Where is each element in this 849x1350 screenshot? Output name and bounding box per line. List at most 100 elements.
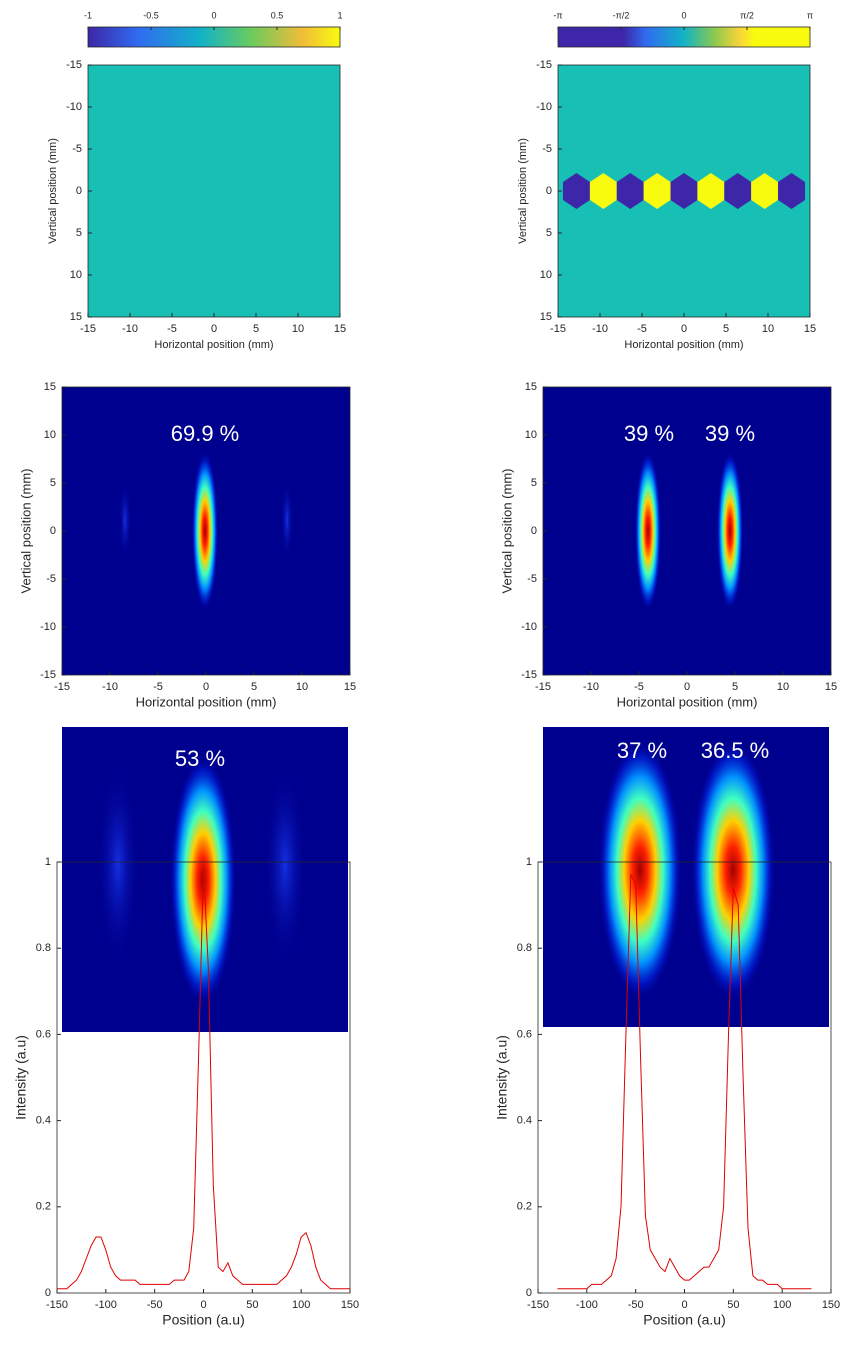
annotation: 69.9 % [171,421,240,446]
phase-hexagon [643,173,671,209]
intensity-profile [557,873,812,1290]
phase-hexagon [616,173,644,209]
y-tick-label: 5 [546,227,552,239]
colorbar-tick-label: -π/2 [613,10,630,20]
x-axis-label: Horizontal position (mm) [617,694,758,709]
x-tick-label: 150 [822,1299,840,1311]
phase-hexagon [562,173,590,209]
y-tick-label: -15 [536,59,552,71]
y-tick-label: 0 [526,1287,532,1299]
x-tick-label: 100 [773,1299,791,1311]
x-tick-label: 0 [200,1299,206,1311]
x-tick-label: 0 [681,1299,687,1311]
x-tick-label: 100 [292,1299,310,1311]
x-tick-label: 0 [211,323,217,335]
x-tick-label: 10 [296,681,308,693]
y-tick-label: 15 [525,381,537,393]
y-tick-label: 10 [44,429,56,441]
y-tick-label: 0.4 [517,1115,532,1127]
x-tick-label: -10 [583,681,599,693]
y-tick-label: 15 [70,311,82,323]
x-tick-label: -15 [550,323,566,335]
intensity-profile [57,866,350,1290]
x-tick-label: -10 [122,323,138,335]
beam-spot [691,740,775,1000]
beam-spot [97,765,139,965]
x-tick-label: -15 [80,323,96,335]
x-tick-label: 150 [341,1299,359,1311]
intensity-map [543,387,831,675]
y-tick-label: 0.6 [36,1028,51,1040]
colorbar-tick-label: 0 [681,10,686,20]
y-tick-label: 5 [76,227,82,239]
y-tick-label: -15 [40,669,56,681]
x-axis-label: Position (a.u) [643,1312,725,1328]
colorbar-tick-label: π [807,10,813,20]
x-tick-label: 10 [292,323,304,335]
camera-image [543,727,829,1027]
x-tick-label: -50 [147,1299,163,1311]
y-tick-label: 0 [546,185,552,197]
x-tick-label: 15 [825,681,837,693]
y-tick-label: -10 [66,101,82,113]
phase-hexagon [724,173,752,209]
x-tick-label: 50 [727,1299,739,1311]
y-tick-label: 0.8 [36,942,51,954]
colorbar-tick-label: -1 [84,10,92,20]
y-tick-label: 0.8 [517,942,532,954]
x-tick-label: 5 [251,681,257,693]
x-tick-label: 15 [804,323,816,335]
y-tick-label: 15 [540,311,552,323]
x-tick-label: 0 [684,681,690,693]
y-tick-label: 15 [44,381,56,393]
field-map [88,65,340,317]
y-tick-label: 0 [531,525,537,537]
x-tick-label: -5 [153,681,163,693]
x-tick-label: -150 [46,1299,68,1311]
y-tick-label: 1 [526,856,532,868]
y-tick-label: 5 [50,477,56,489]
colorbar-tick-label: 0 [211,10,216,20]
y-tick-label: 0 [50,525,56,537]
x-tick-label: 5 [253,323,259,335]
y-tick-label: -5 [72,143,82,155]
x-axis-label: Horizontal position (mm) [136,694,277,709]
beam-spot [716,451,744,611]
y-tick-label: 5 [531,477,537,489]
y-tick-label: 1 [45,856,51,868]
x-tick-label: -50 [628,1299,644,1311]
x-tick-label: 15 [334,323,346,335]
x-tick-label: 0 [203,681,209,693]
x-tick-label: -5 [637,323,647,335]
y-axis-label: Vertical position (mm) [47,138,59,244]
phase-hexagon [589,173,617,209]
beam-spot [634,451,662,611]
x-tick-label: 10 [762,323,774,335]
x-axis-label: Horizontal position (mm) [154,339,273,351]
x-axis-label: Horizontal position (mm) [624,339,743,351]
beam-spot [598,740,682,1000]
y-axis-label: Intensity (a.u) [13,1035,29,1120]
annotation: 53 % [175,746,225,771]
x-tick-label: -10 [592,323,608,335]
annotation: 39 % [705,421,755,446]
y-axis-label: Vertical position (mm) [18,469,33,594]
y-tick-label: -10 [521,621,537,633]
x-tick-label: 15 [344,681,356,693]
phase-hexagon [670,173,698,209]
x-tick-label: 50 [246,1299,258,1311]
y-tick-label: 0.2 [517,1201,532,1213]
colorbar-tick-label: -0.5 [143,10,159,20]
y-tick-label: -5 [527,573,537,585]
x-tick-label: -100 [576,1299,598,1311]
x-tick-label: 5 [723,323,729,335]
x-tick-label: -5 [634,681,644,693]
annotation: 39 % [624,421,674,446]
colorbar-tick-label: 0.5 [271,10,284,20]
annotation: 37 % [617,738,667,763]
beam-spot [119,480,131,560]
x-tick-label: -5 [167,323,177,335]
x-tick-label: -150 [527,1299,549,1311]
phase-hexagon [778,173,806,209]
